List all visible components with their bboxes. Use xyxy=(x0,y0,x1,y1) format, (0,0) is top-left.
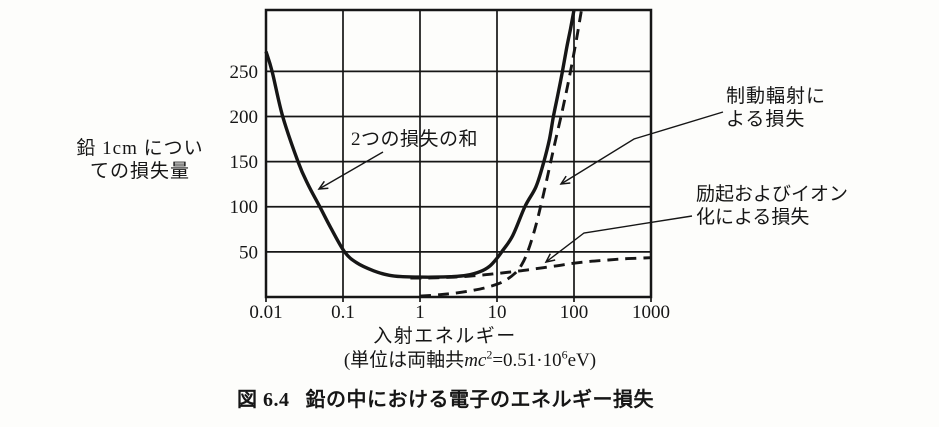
y-tick-label-250: 250 xyxy=(230,62,259,83)
curves-layer xyxy=(264,9,652,298)
annotation-excitation-line1: 励起およびイオン xyxy=(696,184,849,205)
y-tick-label-200: 200 xyxy=(230,107,259,128)
y-axis-title: 鉛 1cm につい ての損失量 xyxy=(40,137,240,183)
figure-caption-text: 鉛の中における電子のエネルギー損失 xyxy=(305,389,654,411)
y-axis-title-line1: 鉛 1cm につい xyxy=(76,138,204,159)
x-axis-title: 入射エネルギー xyxy=(373,326,517,347)
figure-caption: 図 6.4 鉛の中における電子のエネルギー損失 xyxy=(237,383,654,412)
axis-units-note: (単位は両軸共mc2=0.51·106eV) xyxy=(290,345,650,372)
units-prefix: (単位は両軸共 xyxy=(343,350,465,371)
annotation-bremsstrahlung-line2: よる損失 xyxy=(726,109,806,130)
annotation-bremsstrahlung-loss: 制動輻射に よる損失 xyxy=(726,85,826,131)
units-value-exponent: 6 xyxy=(561,347,568,362)
annotation-excitation-ionization-loss: 励起およびイオン 化による損失 xyxy=(696,183,848,229)
leader-line-excitation-ionization xyxy=(544,215,693,264)
figure-caption-number: 図 6.4 xyxy=(237,389,290,411)
leader-line-bremsstrahlung xyxy=(559,111,724,185)
y-tick-label-150: 150 xyxy=(230,152,259,173)
units-mc-symbol: mc xyxy=(464,350,487,371)
annotation-bremsstrahlung-line1: 制動輻射に xyxy=(726,86,827,107)
grid-layer xyxy=(264,8,653,299)
y-axis-title-line2: ての損失量 xyxy=(89,161,190,182)
curve-excitation-ionization xyxy=(410,256,652,280)
y-tick-label-100: 100 xyxy=(230,197,259,218)
x-tick-label-1000: 1000 xyxy=(632,302,670,323)
x-tick-label-0.01: 0.01 xyxy=(249,302,282,323)
leader-line-sum xyxy=(317,151,384,190)
x-tick-label-10: 10 xyxy=(488,302,507,323)
units-suffix: eV) xyxy=(567,350,597,371)
units-mc-exponent: 2 xyxy=(486,347,493,362)
units-value: =0.51·10 xyxy=(492,350,562,371)
leader-lines-layer xyxy=(317,111,724,264)
axis-ticks-layer: 0.01 0.1 1 10 100 1000 50 100 150 200 250 xyxy=(230,62,671,323)
y-tick-label-50: 50 xyxy=(239,242,258,263)
x-tick-label-100: 100 xyxy=(560,302,589,323)
plot-frame xyxy=(264,8,653,299)
x-tick-label-0.1: 0.1 xyxy=(331,302,355,323)
x-tick-label-1: 1 xyxy=(415,302,425,323)
annotation-excitation-line2: 化による損失 xyxy=(696,207,810,228)
annotation-sum-of-two-losses: 2つの損失の和 xyxy=(351,129,479,150)
